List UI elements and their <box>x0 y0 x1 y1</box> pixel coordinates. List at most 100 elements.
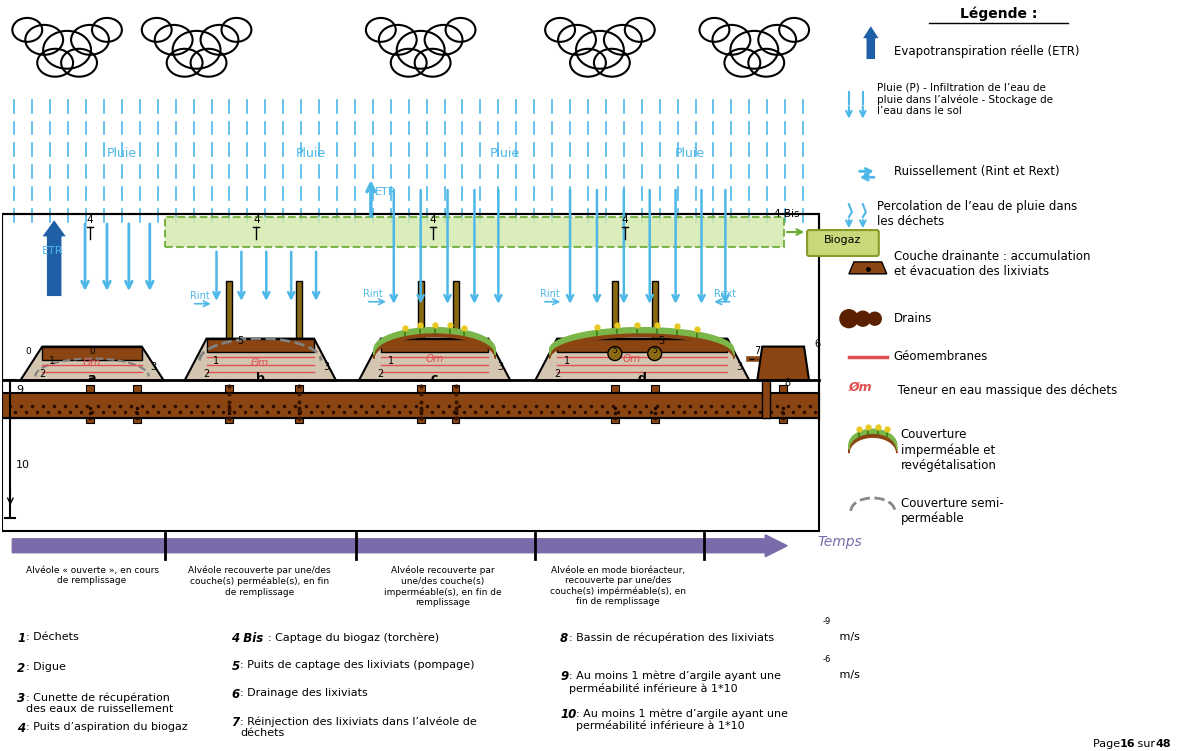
Text: 2: 2 <box>378 369 384 379</box>
Text: 4 Bis: 4 Bis <box>231 632 263 645</box>
Text: 7: 7 <box>755 345 761 355</box>
Text: Couche drainante : accumulation
et évacuation des lixiviats: Couche drainante : accumulation et évacu… <box>894 250 1090 278</box>
Bar <box>295 385 304 424</box>
FancyArrow shape <box>41 219 67 297</box>
Text: 9: 9 <box>560 670 568 683</box>
Text: : Réinjection des lixiviats dans l’alvéole de
déchets: : Réinjection des lixiviats dans l’alvéo… <box>241 716 477 738</box>
Text: 4: 4 <box>86 215 93 225</box>
Text: Couverture semi-
perméable: Couverture semi- perméable <box>901 496 1004 525</box>
Bar <box>2 214 818 418</box>
Text: Pluie: Pluie <box>490 147 521 161</box>
Text: -6: -6 <box>823 656 831 665</box>
Text: 2: 2 <box>18 662 26 675</box>
Polygon shape <box>207 339 314 351</box>
Ellipse shape <box>603 25 641 55</box>
Ellipse shape <box>699 18 730 42</box>
Text: 9: 9 <box>17 385 24 395</box>
Text: 2: 2 <box>203 369 210 379</box>
Ellipse shape <box>71 25 109 55</box>
Text: : Au moins 1 mètre d’argile ayant une
perméabilité inférieure à 1*10: : Au moins 1 mètre d’argile ayant une pe… <box>569 670 781 694</box>
Ellipse shape <box>724 49 761 77</box>
Ellipse shape <box>92 18 122 42</box>
Text: : Puits d’aspiration du biogaz: : Puits d’aspiration du biogaz <box>26 722 188 732</box>
Text: Øm: Øm <box>849 381 873 394</box>
Ellipse shape <box>397 31 444 69</box>
Text: Page: Page <box>1092 739 1123 749</box>
Text: 2: 2 <box>39 369 45 379</box>
Text: Rint: Rint <box>540 289 560 299</box>
Bar <box>296 281 302 381</box>
Text: 1: 1 <box>387 355 393 366</box>
Text: 4: 4 <box>18 722 26 735</box>
Ellipse shape <box>167 49 203 77</box>
Bar <box>86 385 94 424</box>
Bar <box>226 385 234 424</box>
Text: Evapotranspiration réelle (ETR): Evapotranspiration réelle (ETR) <box>894 45 1079 59</box>
Text: 1: 1 <box>50 355 56 366</box>
Ellipse shape <box>391 49 426 77</box>
Text: 1: 1 <box>565 355 570 366</box>
Text: Alvéole « ouverte », en cours
de remplissage: Alvéole « ouverte », en cours de remplis… <box>26 566 158 585</box>
Polygon shape <box>374 333 495 358</box>
Text: 3: 3 <box>151 363 157 372</box>
Ellipse shape <box>12 18 43 42</box>
Text: Pluie: Pluie <box>674 147 705 161</box>
Circle shape <box>868 312 881 325</box>
Ellipse shape <box>201 25 239 55</box>
Text: 48: 48 <box>1156 739 1172 749</box>
FancyArrow shape <box>862 25 880 60</box>
Bar <box>611 385 619 424</box>
FancyBboxPatch shape <box>807 230 879 256</box>
Bar <box>612 281 618 381</box>
Text: -9: -9 <box>823 617 831 626</box>
Text: : Cunette de récupération
des eaux de ruissellement: : Cunette de récupération des eaux de ru… <box>26 692 174 714</box>
Text: Pluie: Pluie <box>106 147 137 161</box>
Polygon shape <box>757 346 809 381</box>
Text: c: c <box>431 372 438 385</box>
Circle shape <box>855 311 870 326</box>
Text: m/s: m/s <box>836 670 860 680</box>
Text: 1: 1 <box>18 632 26 645</box>
Text: Teneur en eau massique des déchets: Teneur en eau massique des déchets <box>894 384 1117 397</box>
Ellipse shape <box>38 49 73 77</box>
Text: 6: 6 <box>231 688 240 701</box>
Text: Θm: Θm <box>252 358 269 369</box>
Text: Temps: Temps <box>817 535 862 549</box>
Polygon shape <box>849 262 887 274</box>
Bar <box>227 281 233 381</box>
Text: 1: 1 <box>214 355 220 366</box>
Text: 0: 0 <box>26 346 31 355</box>
Ellipse shape <box>190 49 227 77</box>
Text: ETR: ETR <box>43 246 64 256</box>
Text: 5: 5 <box>231 660 240 674</box>
Bar <box>451 385 459 424</box>
Ellipse shape <box>779 18 809 42</box>
Text: : Déchets: : Déchets <box>26 632 79 642</box>
Ellipse shape <box>445 18 476 42</box>
Text: 5: 5 <box>659 336 665 345</box>
Ellipse shape <box>25 25 63 55</box>
Text: 10: 10 <box>17 460 31 470</box>
Text: 4 Bis: 4 Bis <box>774 209 800 219</box>
Text: 5: 5 <box>237 336 243 345</box>
Ellipse shape <box>749 49 784 77</box>
Ellipse shape <box>546 18 575 42</box>
Text: 3: 3 <box>497 363 503 372</box>
Text: Θm: Θm <box>622 354 641 363</box>
Text: Rext: Rext <box>715 289 737 299</box>
Ellipse shape <box>730 31 778 69</box>
Text: m/s: m/s <box>836 632 860 642</box>
FancyArrow shape <box>12 535 788 556</box>
Text: Drains: Drains <box>894 312 932 325</box>
Ellipse shape <box>570 49 606 77</box>
Text: Pluie: Pluie <box>296 147 326 161</box>
Polygon shape <box>43 346 142 360</box>
Bar <box>2 394 818 418</box>
Text: 3: 3 <box>18 692 26 705</box>
Text: : Bassin de récupération des lixiviats: : Bassin de récupération des lixiviats <box>569 632 775 643</box>
Text: Géomembranes: Géomembranes <box>894 350 988 363</box>
Text: 0: 0 <box>89 346 94 355</box>
Polygon shape <box>374 327 495 354</box>
Bar <box>418 281 424 381</box>
Polygon shape <box>535 339 749 381</box>
